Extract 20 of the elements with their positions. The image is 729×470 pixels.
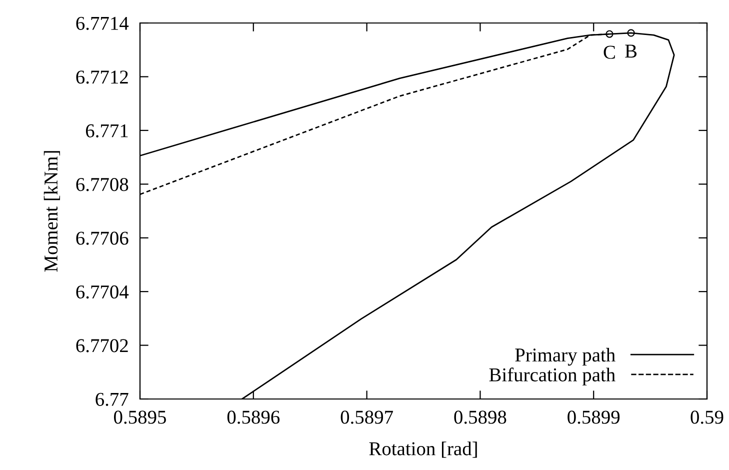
x-axis-title: Rotation [rad] [369,442,477,458]
y-tick-label: 6.7706 [76,232,128,245]
y-tick-label: 6.7708 [76,178,128,192]
y-axis-title: Moment [kNm] [44,151,60,272]
x-tick-label: 0.5898 [454,410,506,424]
y-tick-label: 6.7702 [76,339,128,352]
annotation: C [604,46,615,59]
x-tick-label: 0.5899 [568,410,620,424]
y-tick-label: 6.771 [86,124,128,138]
legend-label: Primary path [515,348,616,366]
x-tick-label: 0.59 [690,410,724,424]
y-tick-label: 6.7704 [76,285,129,299]
y-tick-label: 6.7712 [76,70,128,84]
legend-label: Bifurcation path [489,368,616,386]
y-tick-label: 6.7714 [76,16,129,30]
x-tick-label: 0.5896 [227,410,280,424]
y-tick-label: 6.77 [96,392,128,406]
x-tick-label: 0.5897 [340,410,393,424]
x-tick-label: 0.5895 [114,410,166,424]
annotation: B [625,44,637,58]
